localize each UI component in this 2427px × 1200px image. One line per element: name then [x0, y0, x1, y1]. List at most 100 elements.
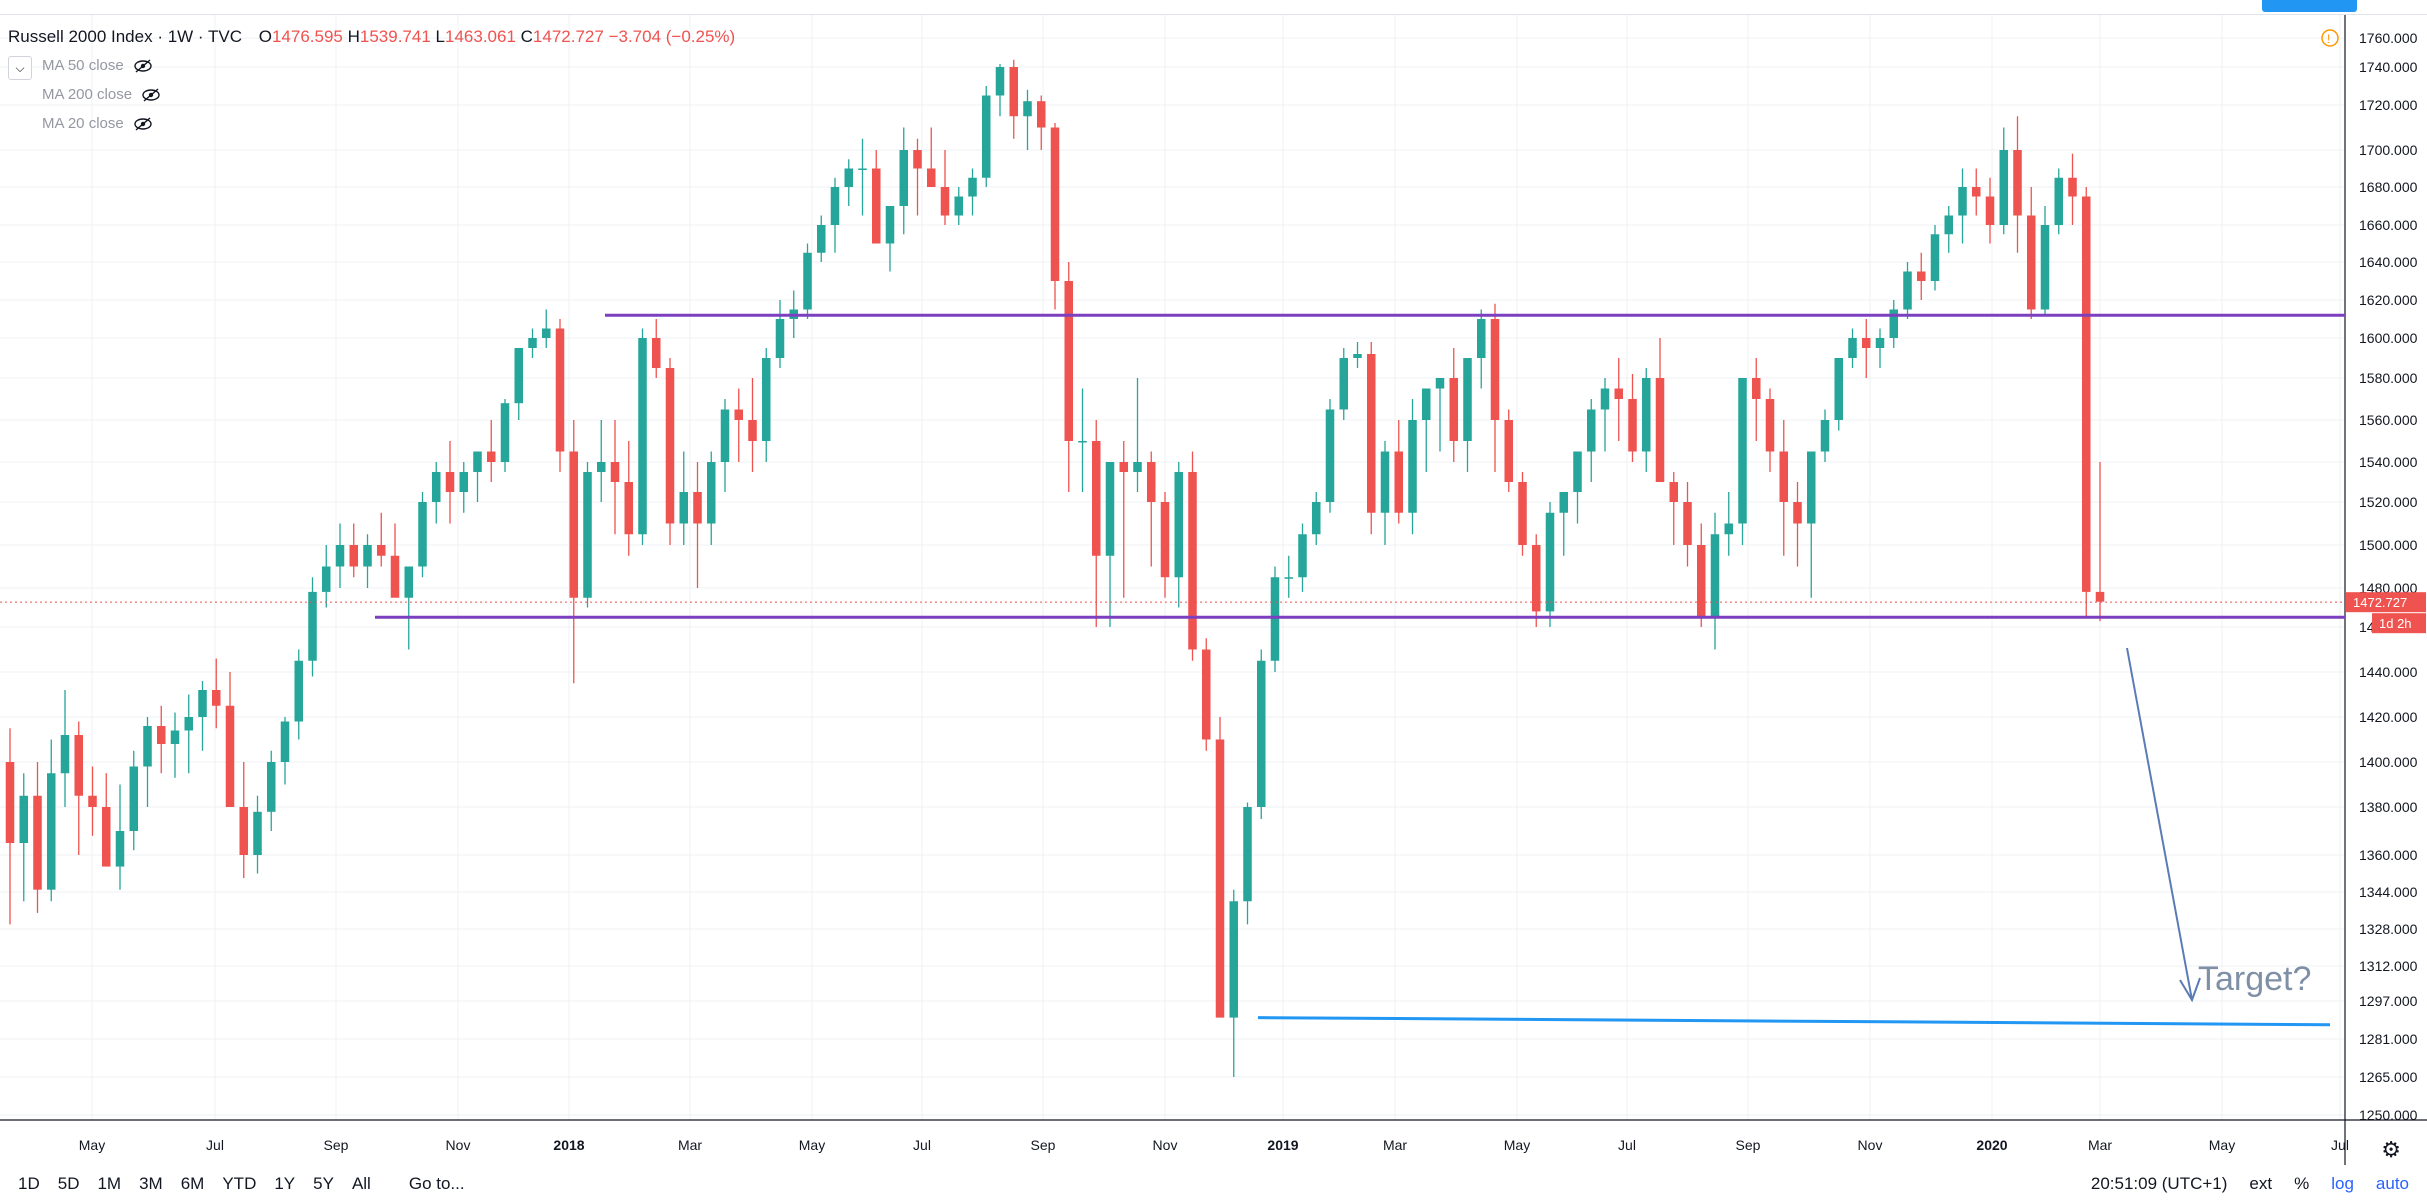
- candle-body: [321, 566, 331, 592]
- candle-body: [1531, 545, 1541, 612]
- candle-body: [1518, 482, 1527, 545]
- candle-body: [514, 348, 524, 404]
- candle-body: [2054, 177, 2064, 225]
- candle-body: [775, 319, 785, 358]
- candlestick-chart[interactable]: 1760.000 1740.000 1720.000 1700.000 1680.000…: [0, 15, 2427, 1165]
- countdown-badge: [2372, 613, 2426, 634]
- candle-body: [239, 807, 249, 855]
- publish-button[interactable]: [2262, 0, 2357, 12]
- candle-body: [1861, 338, 1871, 348]
- candle-body: [459, 472, 469, 492]
- candle-body: [1504, 420, 1514, 482]
- time-tick-label: Mar: [1383, 1137, 1407, 1153]
- candle-body: [1614, 388, 1624, 399]
- timeframe-1m[interactable]: 1M: [97, 1174, 122, 1193]
- price-tick-label: 1640.000: [2359, 254, 2418, 270]
- candle-body: [1985, 196, 1995, 225]
- candle-body: [1174, 472, 1184, 578]
- timeframe-1d[interactable]: 1D: [18, 1174, 40, 1193]
- candle-body: [74, 735, 84, 796]
- candle-body: [1160, 502, 1170, 578]
- candle-body: [129, 766, 139, 831]
- candle-body: [1600, 388, 1610, 410]
- candle-body: [349, 545, 359, 567]
- collapse-legend-button[interactable]: ⌵: [8, 56, 32, 80]
- low-value: 1463.061: [445, 27, 516, 46]
- candle-body: [1971, 187, 1981, 197]
- candle-body: [376, 545, 386, 556]
- current-price-label: 1472.727: [2353, 595, 2407, 610]
- candle-body: [899, 150, 909, 206]
- candle-body: [1573, 451, 1582, 492]
- candle-body: [1559, 492, 1569, 513]
- time-tick-label: May: [1504, 1137, 1530, 1153]
- timeframe-3m[interactable]: 3M: [139, 1174, 163, 1193]
- countdown-label: 1d 2h: [2379, 616, 2412, 631]
- target-annotation: Target?: [2198, 960, 2311, 998]
- candle-body: [198, 690, 207, 717]
- candle-body: [1669, 482, 1679, 502]
- hidden-eye-icon[interactable]: [142, 87, 160, 102]
- candle-body: [1353, 354, 1362, 358]
- time-tick-label: 2020: [1976, 1137, 2007, 1153]
- percent-toggle[interactable]: %: [2294, 1174, 2310, 1193]
- timeframe-all[interactable]: All: [351, 1174, 371, 1193]
- settings-gear-icon[interactable]: ⚙: [2381, 1137, 2401, 1162]
- hidden-eye-icon[interactable]: [134, 58, 152, 73]
- time-tick-label: 2019: [1267, 1137, 1298, 1153]
- auto-toggle[interactable]: auto: [2375, 1174, 2409, 1193]
- log-toggle[interactable]: log: [2331, 1174, 2354, 1193]
- candle-body: [1284, 577, 1294, 579]
- time-tick-label: Mar: [2088, 1137, 2112, 1153]
- candle-body: [555, 328, 565, 452]
- candle-body: [1641, 378, 1651, 452]
- study-ma200[interactable]: MA 200 close: [42, 86, 160, 103]
- price-tick-label: 1500.000: [2359, 537, 2418, 553]
- timeframe-5d[interactable]: 5D: [57, 1174, 80, 1193]
- clock[interactable]: 20:51:09 (UTC+1): [2090, 1174, 2228, 1193]
- candle-body: [1903, 271, 1912, 310]
- candle-body: [1366, 354, 1376, 513]
- candle-body: [2095, 591, 2105, 602]
- price-tick-label: 1250.000: [2359, 1107, 2418, 1123]
- candle-body: [473, 451, 482, 472]
- open-value: 1476.595: [271, 27, 343, 46]
- candle-body: [541, 328, 551, 338]
- study-ma20[interactable]: MA 20 close: [42, 115, 152, 132]
- candle-body: [1779, 451, 1789, 502]
- candle-body: [1696, 545, 1706, 618]
- close-label: C: [520, 27, 533, 46]
- ext-toggle[interactable]: ext: [2249, 1174, 2273, 1193]
- ohlc-values: O1476.595 H1539.741 L1463.061 C1472.727 …: [259, 27, 735, 46]
- timeframe-1y[interactable]: 1Y: [274, 1174, 296, 1193]
- candle-body: [404, 566, 414, 598]
- candle-body: [2026, 215, 2036, 310]
- candle-body: [1215, 739, 1225, 1018]
- timeframe-ytd[interactable]: YTD: [222, 1174, 257, 1193]
- price-tick-label: 1520.000: [2359, 494, 2418, 510]
- goto-button[interactable]: Go to...: [408, 1174, 465, 1193]
- time-tick-label: Sep: [324, 1137, 349, 1153]
- candle-body: [1188, 472, 1197, 650]
- candle-body: [803, 252, 812, 310]
- high-value: 1539.741: [359, 27, 431, 46]
- alert-icon-mark: !: [2327, 32, 2330, 46]
- candle-body: [1724, 523, 1734, 535]
- candle-body: [60, 735, 70, 774]
- timeframe-5y[interactable]: 5Y: [313, 1174, 334, 1193]
- candle-body: [1201, 649, 1211, 740]
- candle-body: [88, 795, 97, 807]
- candle-body: [1683, 502, 1692, 545]
- candle-body: [913, 150, 922, 169]
- hidden-eye-icon[interactable]: [134, 116, 152, 131]
- time-tick-label: Nov: [1858, 1137, 1883, 1153]
- candle-body: [1751, 378, 1761, 399]
- candle-body: [101, 807, 111, 867]
- candle-body: [1146, 462, 1156, 502]
- candle-body: [33, 795, 42, 890]
- timeframe-6m[interactable]: 6M: [180, 1174, 205, 1193]
- candle-body: [1793, 502, 1802, 524]
- study-label: MA 20 close: [42, 115, 124, 132]
- price-tick-label: 1380.000: [2359, 799, 2418, 815]
- study-ma50[interactable]: MA 50 close: [42, 57, 152, 74]
